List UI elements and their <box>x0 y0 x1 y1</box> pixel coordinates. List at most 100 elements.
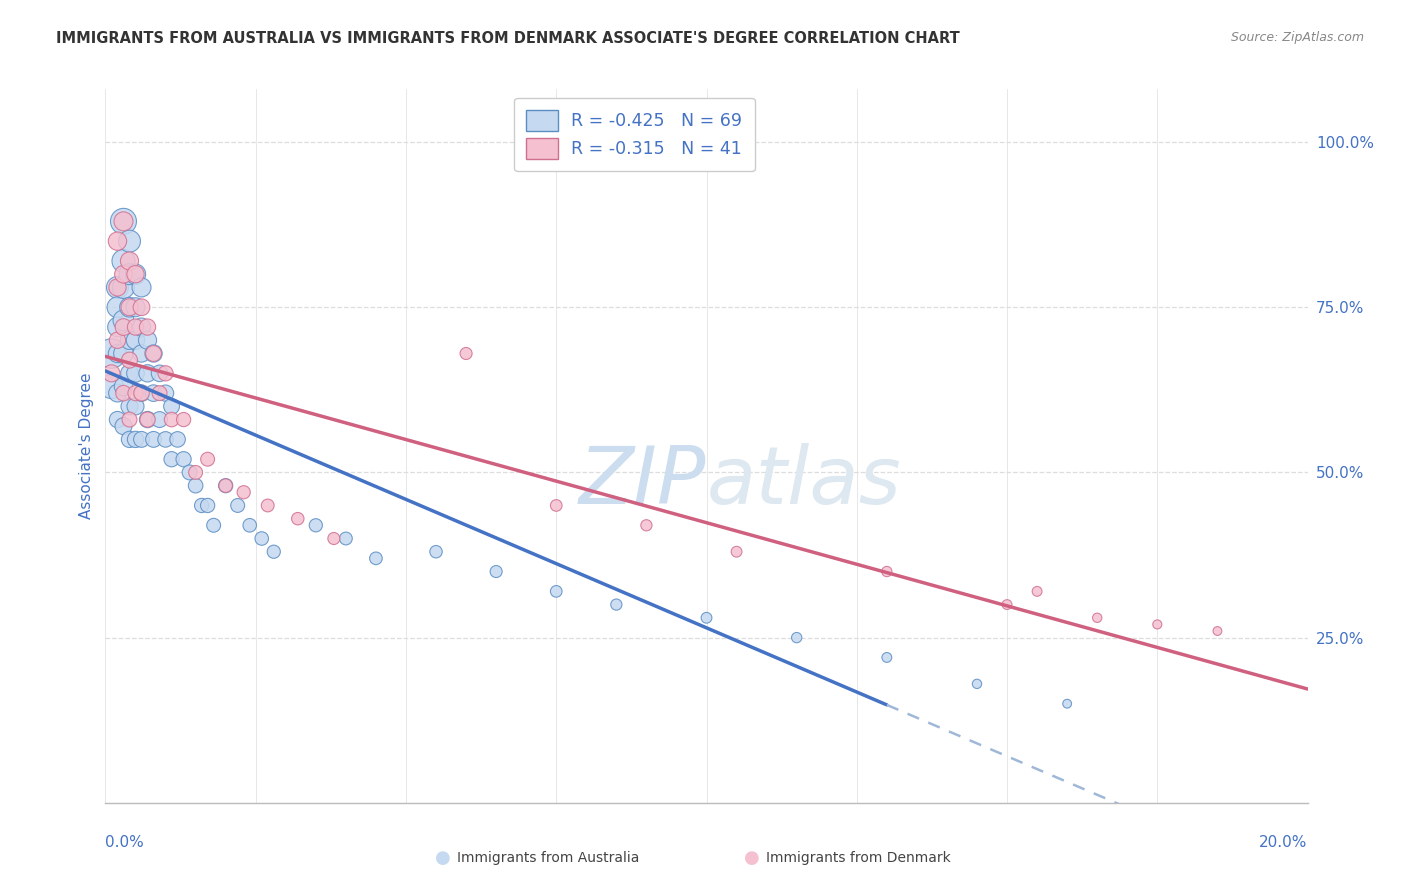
Point <box>131 433 153 447</box>
Point <box>124 400 146 414</box>
Text: Immigrants from Australia: Immigrants from Australia <box>457 851 640 865</box>
Point <box>131 280 153 294</box>
Point <box>112 313 135 327</box>
Point <box>112 280 135 294</box>
Point <box>118 254 141 268</box>
Point <box>184 466 207 480</box>
Point <box>136 412 159 426</box>
Point <box>124 320 146 334</box>
Point <box>876 650 898 665</box>
Point <box>118 353 141 368</box>
Point <box>1146 617 1168 632</box>
Text: atlas: atlas <box>707 442 901 521</box>
Point <box>142 346 165 360</box>
Point <box>124 300 146 314</box>
Y-axis label: Associate's Degree: Associate's Degree <box>79 373 94 519</box>
Point <box>725 545 748 559</box>
Point <box>256 499 278 513</box>
Point <box>124 267 146 281</box>
Text: Immigrants from Denmark: Immigrants from Denmark <box>766 851 950 865</box>
Point <box>112 320 135 334</box>
Point <box>239 518 262 533</box>
Point <box>124 433 146 447</box>
Point <box>124 386 146 401</box>
Point <box>131 386 153 401</box>
Point <box>118 400 141 414</box>
Point <box>287 511 309 525</box>
Point <box>425 545 447 559</box>
Point <box>136 412 159 426</box>
Point <box>184 478 207 492</box>
Point <box>142 386 165 401</box>
Point <box>131 320 153 334</box>
Point <box>136 333 159 347</box>
Point <box>107 346 129 360</box>
Point <box>142 433 165 447</box>
Point <box>112 386 135 401</box>
Point <box>100 367 122 381</box>
Point <box>118 267 141 281</box>
Point <box>160 452 183 467</box>
Text: 0.0%: 0.0% <box>105 835 145 850</box>
Point <box>107 280 129 294</box>
Point <box>173 452 195 467</box>
Point <box>124 333 146 347</box>
Point <box>786 631 808 645</box>
Point <box>107 333 129 347</box>
Point <box>305 518 328 533</box>
Point <box>155 367 177 381</box>
Point <box>112 214 135 228</box>
Point <box>107 300 129 314</box>
Point <box>160 412 183 426</box>
Point <box>1056 697 1078 711</box>
Point <box>148 386 170 401</box>
Point <box>263 545 285 559</box>
Point <box>118 300 141 314</box>
Point <box>112 214 135 228</box>
Point <box>131 346 153 360</box>
Point <box>155 386 177 401</box>
Point <box>190 499 212 513</box>
Point <box>232 485 254 500</box>
Point <box>179 466 201 480</box>
Point <box>173 412 195 426</box>
Text: ●: ● <box>434 849 451 867</box>
Point <box>456 346 478 360</box>
Text: Source: ZipAtlas.com: Source: ZipAtlas.com <box>1230 31 1364 45</box>
Point <box>107 386 129 401</box>
Point <box>100 379 122 393</box>
Point <box>112 419 135 434</box>
Point <box>112 379 135 393</box>
Point <box>214 478 236 492</box>
Point <box>100 346 122 360</box>
Point <box>226 499 249 513</box>
Point <box>546 499 568 513</box>
Point <box>335 532 357 546</box>
Point <box>118 367 141 381</box>
Text: ●: ● <box>744 849 761 867</box>
Point <box>107 234 129 248</box>
Point <box>995 598 1018 612</box>
Point <box>1085 611 1108 625</box>
Point <box>112 267 135 281</box>
Point <box>107 280 129 294</box>
Point <box>202 518 225 533</box>
Point <box>118 234 141 248</box>
Point <box>197 499 219 513</box>
Point <box>166 433 188 447</box>
Point <box>118 333 141 347</box>
Point <box>966 677 988 691</box>
Point <box>250 532 273 546</box>
Point <box>118 433 141 447</box>
Point <box>148 367 170 381</box>
Point <box>118 412 141 426</box>
Point <box>605 598 627 612</box>
Point <box>136 320 159 334</box>
Text: IMMIGRANTS FROM AUSTRALIA VS IMMIGRANTS FROM DENMARK ASSOCIATE'S DEGREE CORRELAT: IMMIGRANTS FROM AUSTRALIA VS IMMIGRANTS … <box>56 31 960 46</box>
Legend: R = -0.425   N = 69, R = -0.315   N = 41: R = -0.425 N = 69, R = -0.315 N = 41 <box>515 98 755 171</box>
Point <box>876 565 898 579</box>
Point <box>107 320 129 334</box>
Point <box>1206 624 1229 638</box>
Text: ZIP: ZIP <box>579 442 707 521</box>
Point <box>124 267 146 281</box>
